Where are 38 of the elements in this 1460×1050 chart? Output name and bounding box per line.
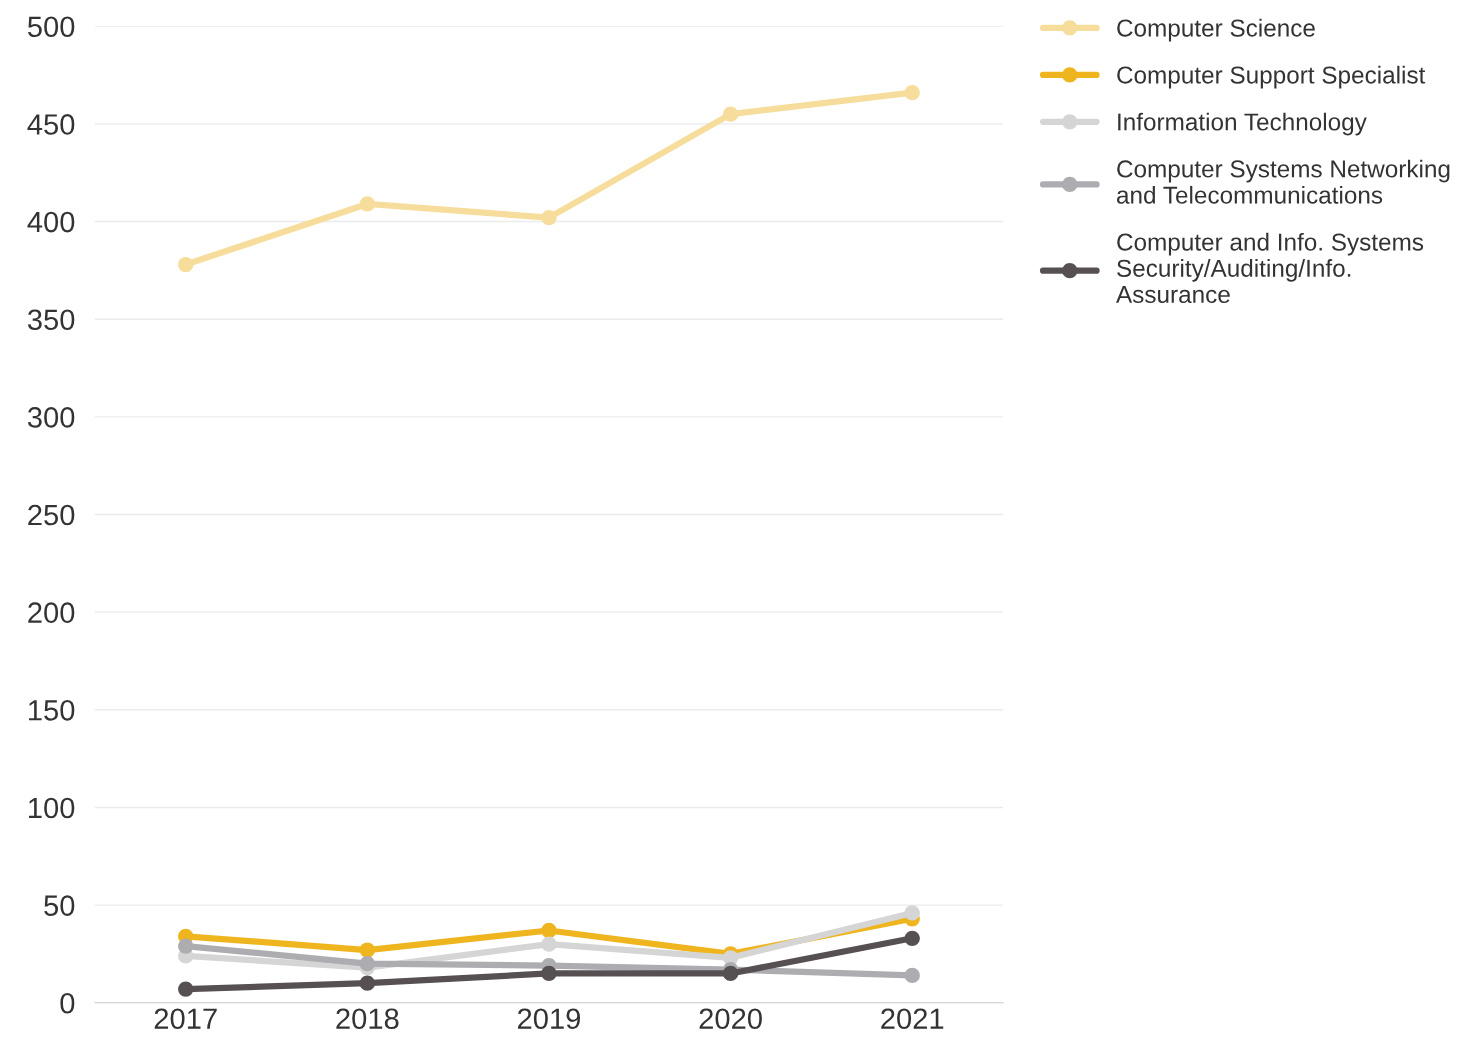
point bbox=[178, 981, 194, 997]
y-tick-label: 100 bbox=[29, 797, 75, 819]
x-tick-label: 2017 bbox=[154, 1008, 217, 1030]
y-tick-label: 400 bbox=[27, 211, 75, 233]
x-tick-label: 2020 bbox=[699, 1008, 762, 1030]
point bbox=[722, 965, 739, 982]
legend-label: Computer Science bbox=[1117, 18, 1315, 42]
point bbox=[359, 956, 375, 972]
legend-label: Computer Systems Networking and Telecommunications bbox=[1117, 159, 1450, 204]
point bbox=[904, 85, 920, 101]
x-tick-label: 2019 bbox=[517, 1008, 581, 1030]
point bbox=[722, 106, 739, 122]
legend-label: Information Technology bbox=[1118, 112, 1367, 136]
point bbox=[541, 210, 557, 226]
point bbox=[541, 936, 557, 952]
x-tick-label: 2021 bbox=[881, 1008, 944, 1030]
y-tick-label: 50 bbox=[44, 895, 75, 916]
point bbox=[904, 967, 920, 984]
point bbox=[359, 975, 375, 991]
y-tick-label: 0 bbox=[60, 992, 75, 1014]
y-tick-label: 500 bbox=[27, 16, 75, 38]
point bbox=[541, 965, 557, 982]
y-tick-label: 250 bbox=[28, 504, 75, 526]
y-tick-label: 450 bbox=[27, 114, 75, 135]
y-tick-label: 200 bbox=[28, 602, 75, 624]
y-tick-label: 300 bbox=[27, 407, 75, 428]
point bbox=[359, 196, 375, 212]
legend-label: Computer and Info. Systems Security/Auditing/Info. Assurance bbox=[1116, 232, 1424, 304]
x-tick-label: 2018 bbox=[336, 1008, 399, 1030]
y-tick-label: 150 bbox=[29, 700, 75, 721]
point bbox=[359, 942, 375, 958]
point bbox=[541, 922, 557, 939]
point bbox=[178, 938, 194, 954]
point bbox=[904, 930, 920, 946]
point bbox=[904, 905, 920, 921]
y-tick-label: 350 bbox=[27, 309, 75, 331]
legend-label: Computer Support Specialist bbox=[1117, 65, 1426, 89]
point bbox=[178, 256, 194, 273]
